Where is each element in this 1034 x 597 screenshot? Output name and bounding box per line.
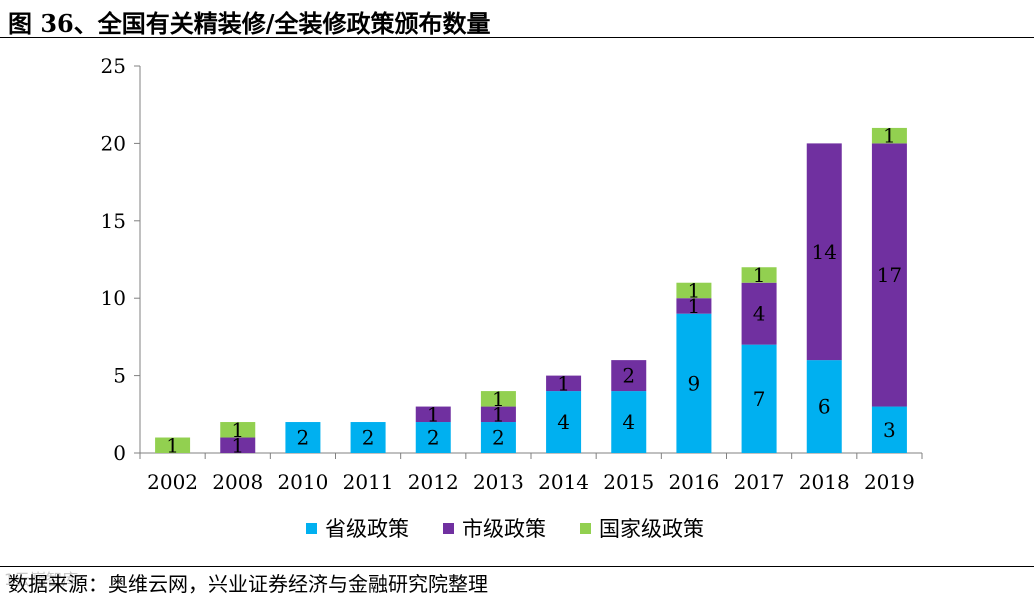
bar-segment-provincial [285,422,321,453]
legend: 省级政策 市级政策 国家级政策 [306,513,704,543]
data-label-national: 1 [231,418,244,442]
bar-segment-provincial [480,422,516,453]
bar-segment-provincial [350,422,386,453]
y-tick-label: 5 [113,364,126,388]
data-label-municipal: 1 [231,433,244,457]
y-axis: 0 5 10 15 20 25 [101,54,141,465]
legend-label-national: 国家级政策 [599,517,704,541]
bar-segment-municipal [546,375,582,392]
y-tick-label: 20 [101,131,126,155]
legend-item-municipal: 市级政策 [443,513,546,543]
bar-segment-municipal [611,360,647,392]
data-label-provincial: 3 [883,418,896,442]
data-label-provincial: 4 [557,410,570,434]
x-tick-label: 2019 [864,470,915,494]
data-label-municipal: 1 [688,294,701,318]
x-axis: 2002 2008 2010 2011 2012 2013 2014 2015 2016 2017… [139,452,923,494]
bar-segment-provincial [676,313,712,453]
bar-segment-national [676,282,712,299]
data-label-municipal: 1 [557,371,570,395]
data-label-national: 1 [753,263,766,287]
legend-item-provincial: 省级政策 [306,513,409,543]
x-tick-label: 2018 [799,470,850,494]
data-label-provincial: 2 [427,426,440,450]
bar-segment-provincial [741,344,777,453]
legend-label-provincial: 省级政策 [325,517,409,541]
bar-segment-municipal [871,143,907,407]
footer-divider [0,566,1034,567]
page-title: 图 36、全国有关精装修/全装修政策颁布数量 [8,9,491,38]
x-tick-label: 2010 [277,470,328,494]
bar-segment-national [871,127,907,144]
x-tick-label: 2016 [668,470,719,494]
legend-label-municipal: 市级政策 [462,517,546,541]
y-tick-label: 10 [101,286,126,310]
bar-segment-provincial [611,391,647,453]
data-label-provincial: 2 [362,426,375,450]
bar-segment-municipal [741,282,777,345]
x-tick-label: 2017 [734,470,785,494]
bar-segment-municipal [676,298,712,314]
bar-segment-provincial [415,422,451,453]
data-label-municipal: 14 [812,240,837,264]
legend-swatch-national [580,522,591,534]
data-label-municipal: 17 [877,263,902,287]
title-divider [0,37,1034,38]
data-label-provincial: 4 [622,410,635,434]
data-label-national: 1 [688,278,701,302]
legend-swatch-municipal [443,522,454,534]
y-tick-label: 25 [101,54,126,78]
bar-segment-municipal [415,406,451,423]
bar-segment-provincial [546,391,582,453]
data-label-provincial: 7 [753,387,766,411]
x-tick-label: 2015 [603,470,654,494]
watermark: 1云巅智库 [4,570,79,589]
bar-segment-municipal [806,143,842,361]
data-label-municipal: 1 [492,402,505,426]
x-tick-label: 2008 [212,470,263,494]
bar-segment-national [480,391,516,407]
x-tick-label: 2002 [147,470,198,494]
x-tick-label: 2013 [473,470,524,494]
source-note: 数据来源：奥维云网，兴业证券经济与金融研究院整理 [8,572,488,596]
data-label-municipal: 4 [753,302,766,326]
data-label-national: 1 [492,387,505,411]
legend-item-national: 国家级政策 [580,513,704,543]
x-tick-label: 2011 [343,470,394,494]
bar-segment-municipal [480,406,516,423]
bar-segment-provincial [871,406,907,453]
bar-segment-national [155,437,191,453]
bar-segment-national [741,267,777,283]
data-label-provincial: 9 [688,371,701,395]
data-label-provincial: 6 [818,395,831,419]
data-label-municipal: 1 [427,402,440,426]
bar-segment-municipal [220,437,256,453]
data-label-municipal: 2 [622,364,635,388]
bar-segment-national [220,422,256,438]
y-tick-label: 0 [113,441,126,465]
data-label-national: 1 [166,433,179,457]
legend-swatch-provincial [306,522,317,534]
bar-segment-provincial [806,360,842,453]
x-tick-label: 2014 [538,470,589,494]
data-label-provincial: 2 [297,426,310,450]
data-label-provincial: 2 [492,426,505,450]
x-tick-label: 2012 [408,470,459,494]
data-label-national: 1 [883,124,896,148]
y-tick-label: 15 [101,209,126,233]
bars [155,127,907,453]
